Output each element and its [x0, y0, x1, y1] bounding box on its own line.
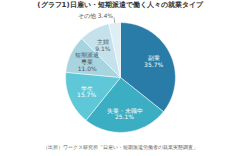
svg-text:副業35.7%: 副業35.7%	[144, 54, 163, 68]
svg-text:その他 3.4%: その他 3.4%	[78, 12, 113, 20]
html-text:(グラフ1)日雇い・短期派遣で働く人々の就業タイプ: (グラフ1)日雇い・短期派遣で働く人々の就業タイプ	[37, 1, 203, 9]
svg-text:主婦9.1%: 主婦9.1%	[95, 38, 111, 52]
svg-text:短期派遣専業11.0%: 短期派遣専業11.0%	[75, 51, 99, 71]
svg-text:学生15.7%: 学生15.7%	[77, 85, 96, 99]
svg-text:失業・未職中25.1%: 失業・未職中25.1%	[107, 107, 143, 121]
html-text:（出所）ワークス研究所「日雇い・短期派遣労働者の就業実態調査: （出所）ワークス研究所「日雇い・短期派遣労働者の就業実態調査」	[42, 144, 198, 150]
